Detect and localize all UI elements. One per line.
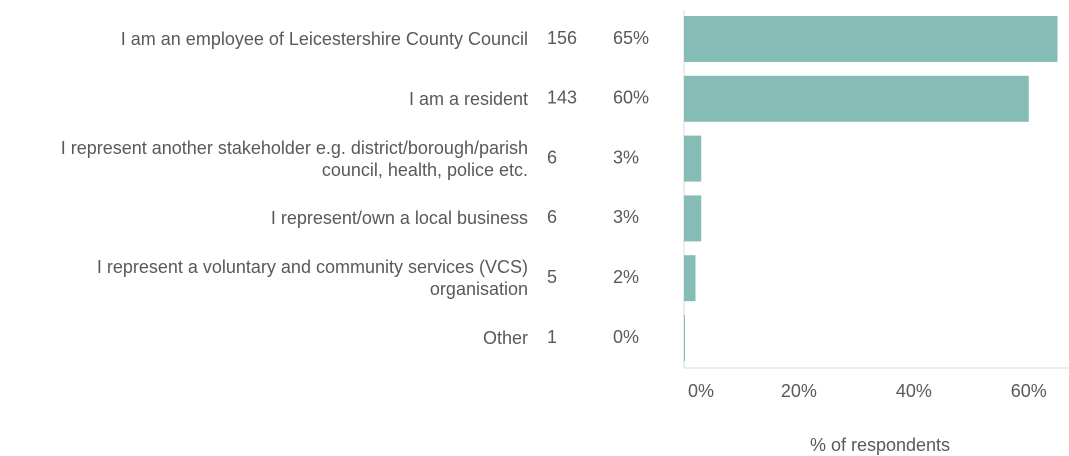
x-axis-title: % of respondents [810,435,950,455]
count-label: 5 [547,267,557,287]
bar [684,16,1058,62]
category-label: I represent a voluntary and community se… [96,257,528,300]
bar [684,75,1029,122]
count-label: 6 [547,147,557,167]
bar [684,195,702,242]
count-label: 6 [547,207,557,227]
x-tick-label: 40% [896,381,932,401]
value-label: 3% [613,207,639,227]
x-tick-label: 0% [688,381,714,401]
category-label: I am a resident [408,88,528,109]
count-label: 143 [547,88,577,108]
bar [684,315,685,361]
x-tick-label: 60% [1011,381,1047,401]
bar [684,135,702,182]
value-label: 2% [613,267,639,287]
value-label: 3% [613,147,639,167]
bar [684,255,696,302]
category-label: I am an employee of Leicestershire Count… [120,29,528,49]
value-label: 65% [613,28,649,48]
category-label: I represent/own a local business [270,208,528,229]
count-label: 156 [547,28,577,48]
value-label: 60% [613,88,649,108]
value-label: 0% [613,327,639,347]
category-label: I represent another stakeholder e.g. dis… [60,137,528,180]
count-label: 1 [547,327,557,347]
category-label: Other [482,328,528,348]
x-tick-label: 20% [781,381,817,401]
